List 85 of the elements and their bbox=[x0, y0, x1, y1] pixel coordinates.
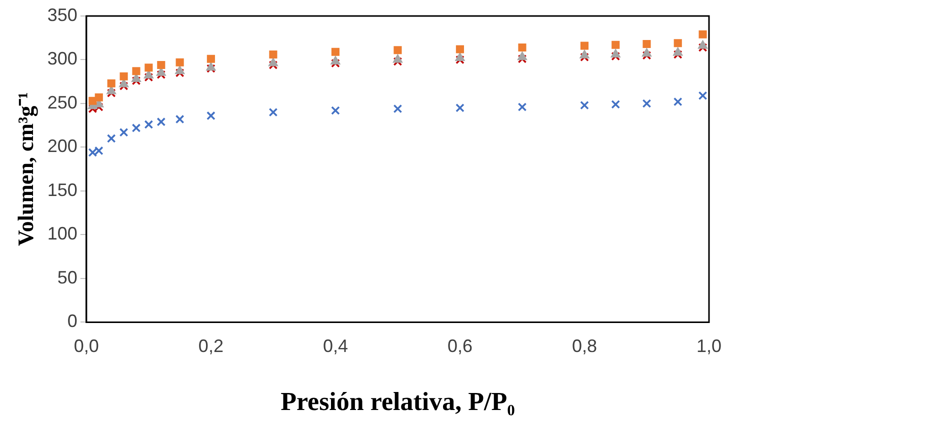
point bbox=[611, 100, 620, 109]
point bbox=[132, 124, 141, 132]
point bbox=[94, 146, 104, 156]
point bbox=[106, 88, 116, 98]
point bbox=[673, 47, 683, 56]
point bbox=[642, 99, 652, 108]
point bbox=[518, 102, 527, 112]
point bbox=[106, 134, 116, 143]
point bbox=[269, 50, 278, 59]
y-tick-label: 200 bbox=[47, 136, 78, 156]
point bbox=[156, 117, 166, 126]
point bbox=[94, 93, 103, 102]
point bbox=[456, 103, 464, 112]
point bbox=[144, 120, 154, 129]
point bbox=[455, 52, 465, 61]
point bbox=[118, 78, 129, 88]
point bbox=[175, 114, 184, 124]
y-tick-label: 0 bbox=[67, 311, 78, 332]
point bbox=[331, 106, 340, 115]
y-tick-label: 150 bbox=[47, 180, 78, 200]
point bbox=[580, 100, 589, 110]
point bbox=[132, 76, 141, 86]
point bbox=[580, 50, 590, 58]
point bbox=[119, 82, 128, 90]
y-tick-label: 100 bbox=[47, 224, 78, 244]
point bbox=[673, 50, 682, 59]
point bbox=[580, 42, 589, 50]
point bbox=[174, 66, 185, 74]
point bbox=[206, 111, 216, 120]
point bbox=[107, 79, 116, 88]
point bbox=[698, 91, 708, 100]
point bbox=[144, 72, 154, 82]
point bbox=[642, 50, 652, 60]
point bbox=[331, 48, 340, 56]
y-tick-label: 250 bbox=[47, 92, 78, 112]
point bbox=[518, 54, 527, 64]
point bbox=[698, 40, 708, 49]
x-tick-label: 0,4 bbox=[322, 336, 348, 356]
point bbox=[394, 46, 402, 54]
point bbox=[156, 70, 166, 80]
point bbox=[119, 128, 128, 137]
point bbox=[580, 52, 589, 62]
point bbox=[674, 39, 682, 48]
point bbox=[268, 108, 278, 117]
point bbox=[456, 55, 464, 64]
x-axis-title: Presión relativa, P/P₀ bbox=[280, 387, 516, 416]
point bbox=[176, 58, 184, 66]
point bbox=[106, 86, 116, 94]
point bbox=[88, 104, 98, 114]
point bbox=[456, 45, 464, 54]
point bbox=[642, 40, 651, 48]
x-tick-label: 0,0 bbox=[74, 336, 99, 356]
point bbox=[392, 54, 403, 63]
point bbox=[206, 64, 216, 73]
point bbox=[120, 72, 128, 80]
point bbox=[268, 60, 278, 70]
x-tick-label: 1,0 bbox=[696, 336, 722, 356]
point bbox=[611, 52, 620, 61]
point bbox=[612, 40, 620, 49]
point bbox=[698, 43, 708, 52]
point bbox=[88, 148, 98, 157]
y-tick-label: 50 bbox=[57, 267, 78, 288]
point bbox=[206, 54, 215, 63]
point bbox=[144, 64, 153, 72]
point bbox=[157, 60, 166, 70]
x-tick-label: 0,2 bbox=[198, 336, 224, 356]
point bbox=[268, 58, 278, 66]
point bbox=[393, 57, 402, 66]
point bbox=[610, 48, 620, 58]
point bbox=[518, 43, 526, 52]
point bbox=[642, 48, 652, 57]
point bbox=[132, 67, 140, 76]
x-tick-label: 0,8 bbox=[572, 336, 597, 356]
point bbox=[330, 56, 340, 64]
point bbox=[698, 30, 707, 38]
point bbox=[94, 102, 104, 112]
point bbox=[175, 68, 184, 78]
point bbox=[393, 104, 402, 114]
point bbox=[331, 58, 340, 68]
point bbox=[673, 97, 682, 106]
y-tick-label: 300 bbox=[47, 48, 78, 69]
y-axis-title: Volumen, cm³g⁻¹ bbox=[12, 92, 38, 246]
y-tick-label: 350 bbox=[47, 4, 78, 25]
point bbox=[517, 52, 528, 60]
x-tick-label: 0,6 bbox=[447, 336, 472, 356]
